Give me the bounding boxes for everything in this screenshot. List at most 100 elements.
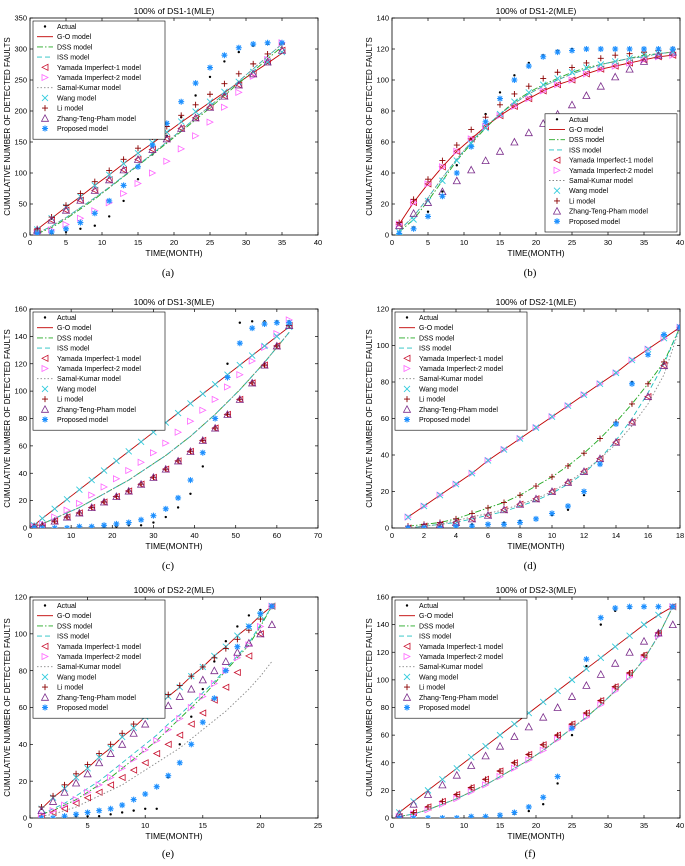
data-point — [161, 464, 170, 473]
data-point — [626, 59, 634, 67]
data-point — [223, 410, 232, 418]
legend-marker-sample — [42, 125, 48, 132]
data-point — [125, 466, 133, 475]
legend-item: DSS model — [399, 623, 455, 630]
data-point — [220, 91, 229, 100]
y-tick-label: 80 — [381, 703, 389, 712]
x-tick-label: 25 — [568, 821, 576, 830]
data-point — [485, 521, 491, 528]
data-point — [563, 478, 573, 486]
panel-caption: (b) — [524, 267, 537, 279]
data-point — [500, 445, 508, 454]
data-point — [101, 522, 108, 528]
data-point — [51, 505, 59, 513]
data-point — [211, 380, 219, 388]
data-point — [273, 319, 280, 326]
data-point — [453, 157, 461, 164]
data-point — [174, 409, 182, 417]
data-point — [453, 170, 460, 176]
data-point — [264, 58, 271, 66]
y-tick-label: 60 — [381, 731, 389, 740]
data-point — [612, 46, 619, 52]
data-point — [525, 83, 532, 90]
legend-item: G-O model — [549, 127, 604, 134]
legend-marker-sample — [41, 385, 49, 393]
data-point — [482, 781, 490, 789]
x-tick-label: 12 — [580, 531, 588, 540]
legend-label: Yamada Imperfect-1 model — [419, 644, 503, 651]
data-point — [83, 769, 92, 778]
chart-a: 0 5 10 15 20 25 30 35 40 0 50 100 150 200 250 300 350 100… — [3, 6, 322, 279]
legend-label: ISS model — [57, 55, 90, 62]
data-point — [118, 773, 126, 782]
legend-label: Yamada Imperfect-1 model — [419, 356, 503, 363]
data-point — [48, 797, 58, 805]
data-point — [639, 57, 649, 65]
y-tick-label: 100 — [14, 169, 27, 178]
data-point — [91, 210, 98, 217]
data-point — [149, 142, 156, 149]
data-point — [233, 647, 242, 656]
data-point — [260, 360, 269, 369]
data-point — [211, 695, 218, 702]
data-point — [261, 321, 268, 328]
legend-marker-sample — [403, 385, 411, 393]
series-zhang-teng-pham-model — [37, 620, 277, 815]
data-point — [175, 494, 182, 501]
data-point — [117, 739, 127, 748]
data-point — [210, 423, 220, 432]
data-point — [549, 510, 555, 517]
series-proposed-model — [396, 603, 676, 818]
legend-marker-sample — [43, 25, 47, 28]
y-tick-label: 300 — [14, 45, 27, 54]
legend-item: Li model — [404, 396, 446, 404]
legend-marker-sample — [42, 396, 48, 403]
y-tick-label: 60 — [381, 138, 389, 147]
data-point — [511, 759, 518, 766]
legend-marker-sample — [554, 218, 560, 225]
series-zhang-teng-pham-model — [33, 45, 287, 234]
data-point — [60, 787, 69, 796]
legend-label: DSS model — [419, 335, 455, 342]
data-point — [511, 90, 518, 97]
data-point — [564, 478, 572, 487]
data-point — [199, 390, 207, 398]
data-point — [510, 732, 519, 740]
data-point — [439, 163, 447, 171]
data-point — [482, 742, 489, 750]
data-point — [542, 802, 545, 806]
y-tick-label: 60 — [19, 703, 27, 712]
series-layer — [395, 46, 677, 235]
legend-label: Actual — [419, 315, 439, 322]
data-point — [554, 687, 561, 695]
legend-label: G-O model — [57, 325, 92, 332]
y-tick-label: 80 — [19, 666, 27, 675]
x-tick-label: 5 — [426, 238, 430, 247]
data-point — [626, 46, 633, 52]
data-point — [75, 499, 84, 508]
data-point — [483, 510, 493, 519]
data-point — [178, 112, 185, 119]
data-point — [655, 611, 662, 619]
data-point — [152, 521, 155, 524]
data-point — [63, 506, 71, 514]
data-point — [76, 486, 83, 493]
data-point — [612, 438, 620, 446]
data-point — [626, 603, 633, 610]
data-point — [188, 741, 195, 748]
legend-label: G-O model — [57, 613, 92, 620]
data-point — [547, 487, 557, 495]
data-point — [568, 76, 576, 84]
data-point — [612, 52, 619, 59]
legend-item: Yamada Imperfect-1 model — [553, 156, 653, 165]
series-proposed-model — [405, 324, 680, 528]
data-point — [424, 180, 432, 188]
data-point — [105, 171, 113, 179]
legend-marker-sample — [553, 187, 561, 195]
data-point — [201, 687, 204, 691]
data-point — [60, 805, 68, 813]
y-tick-label: 140 — [376, 14, 389, 23]
y-tick-label: 100 — [14, 629, 27, 638]
data-point — [244, 652, 253, 660]
data-point — [569, 64, 575, 71]
